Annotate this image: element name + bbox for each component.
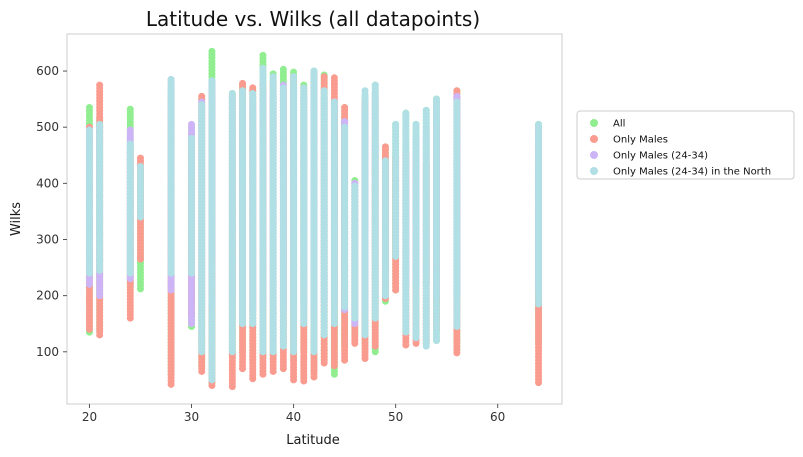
point — [249, 375, 257, 383]
point — [371, 348, 379, 356]
point — [351, 339, 359, 347]
point — [126, 275, 134, 283]
point — [239, 365, 247, 373]
point — [136, 285, 144, 293]
point — [330, 362, 338, 370]
point — [96, 331, 104, 339]
point — [136, 255, 144, 263]
point — [453, 349, 461, 357]
point — [269, 367, 277, 375]
point — [341, 356, 349, 364]
point — [412, 339, 420, 347]
chart-title: Latitude vs. Wilks (all datapoints) — [146, 7, 480, 31]
point — [371, 342, 379, 350]
point — [126, 314, 134, 322]
point — [402, 341, 410, 349]
point — [300, 377, 308, 385]
point — [167, 380, 175, 388]
point — [361, 355, 369, 363]
point — [85, 325, 93, 333]
point — [320, 359, 328, 367]
point — [228, 383, 236, 391]
point — [85, 280, 93, 288]
point — [198, 367, 206, 375]
point — [208, 381, 216, 389]
point — [310, 373, 318, 381]
points-layer — [85, 47, 543, 391]
point — [290, 376, 298, 384]
point — [279, 365, 287, 373]
point — [535, 379, 543, 387]
point — [96, 292, 104, 300]
point — [392, 286, 400, 294]
point — [330, 370, 338, 378]
point — [259, 370, 267, 378]
point — [167, 286, 175, 294]
